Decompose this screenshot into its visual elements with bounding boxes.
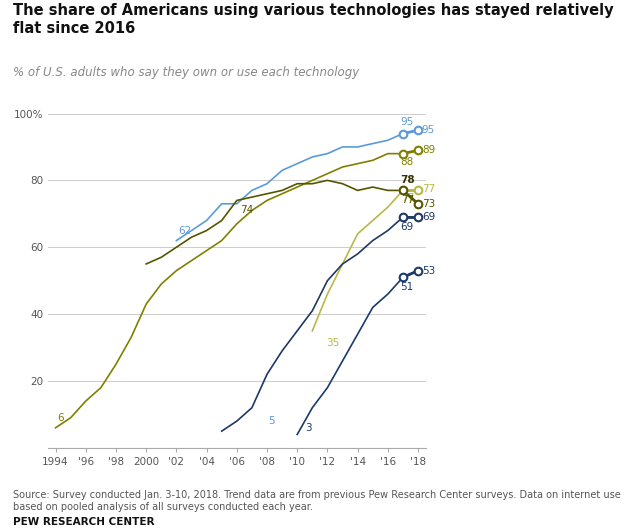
Text: 73: 73 bbox=[422, 199, 435, 209]
Text: 35: 35 bbox=[326, 338, 339, 348]
Text: Tablet: Tablet bbox=[0, 529, 1, 530]
Text: 69: 69 bbox=[422, 212, 435, 222]
Text: 51: 51 bbox=[401, 282, 414, 293]
Text: 77: 77 bbox=[401, 193, 414, 203]
Text: Social media: Social media bbox=[0, 529, 1, 530]
Text: 6: 6 bbox=[57, 413, 64, 423]
Text: Cellphone: Cellphone bbox=[0, 529, 1, 530]
Text: Internet: Internet bbox=[0, 529, 1, 530]
Text: 69: 69 bbox=[401, 222, 414, 232]
Text: % of U.S. adults who say they own or use each technology: % of U.S. adults who say they own or use… bbox=[13, 66, 359, 80]
Text: 78: 78 bbox=[401, 175, 415, 186]
Text: 89: 89 bbox=[422, 145, 435, 155]
Text: The share of Americans using various technologies has stayed relatively
flat sin: The share of Americans using various tec… bbox=[13, 3, 613, 36]
Text: 53: 53 bbox=[422, 266, 435, 276]
Text: Source: Survey conducted Jan. 3-10, 2018. Trend data are from previous Pew Resea: Source: Survey conducted Jan. 3-10, 2018… bbox=[13, 490, 621, 512]
Text: 88: 88 bbox=[401, 157, 414, 167]
Text: Smartphone: Smartphone bbox=[0, 529, 1, 530]
Text: Desktop/laptop
computer: Desktop/laptop computer bbox=[0, 529, 1, 530]
Text: PEW RESEARCH CENTER: PEW RESEARCH CENTER bbox=[13, 517, 154, 527]
Text: 95: 95 bbox=[422, 125, 435, 135]
Text: 74: 74 bbox=[240, 206, 253, 216]
Text: 77: 77 bbox=[401, 196, 414, 206]
Text: 3: 3 bbox=[305, 423, 312, 433]
Text: 62: 62 bbox=[178, 226, 191, 235]
Text: 5: 5 bbox=[269, 416, 275, 426]
Text: 95: 95 bbox=[401, 117, 414, 127]
Text: 77: 77 bbox=[422, 184, 435, 194]
